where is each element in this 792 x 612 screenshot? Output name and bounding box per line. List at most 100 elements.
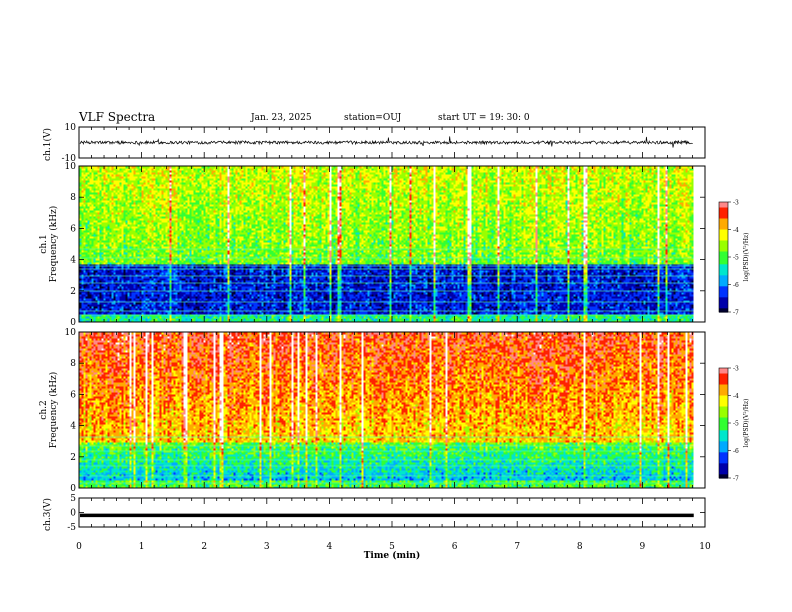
colorbar-cell [719, 240, 728, 243]
colorbar-cell [719, 260, 728, 264]
colorbar-cell [719, 459, 728, 463]
ch1-y-axis-label: ch.1Frequency (kHz) [39, 206, 59, 283]
colorbar-label: log(PSD)(V²/Hz) [743, 233, 750, 282]
colorbar-cell [719, 435, 728, 439]
y-tick-label: 2 [70, 287, 76, 297]
x-tick-label: 8 [577, 542, 583, 552]
colorbar-cell [719, 476, 728, 479]
colorbar-cell [719, 406, 728, 409]
colorbar-cell [719, 290, 728, 293]
colorbar-cell [719, 386, 728, 389]
colorbar-cell [719, 301, 728, 304]
colorbar-cell [719, 461, 728, 464]
colorbar-cell [719, 293, 728, 297]
colorbar-cell [719, 413, 728, 417]
colorbar-cell [719, 284, 728, 287]
colorbar-cell [719, 430, 728, 433]
x-tick-label: 3 [264, 542, 270, 552]
colorbar-cell [719, 424, 728, 428]
panel-2: 0 2 4 6 8 10 [65, 162, 706, 328]
colorbar-cell [719, 426, 728, 430]
colorbar-cell [719, 244, 728, 247]
colorbar-cell [719, 421, 728, 424]
colorbar-cell [719, 282, 728, 286]
colorbar-cell [719, 470, 728, 474]
x-tick-label: 10 [699, 542, 711, 552]
ch1-spectrogram-image [79, 166, 694, 322]
y-tick-label: 8 [70, 193, 76, 203]
y-tick-label: 4 [70, 256, 76, 266]
colorbar-cell [719, 306, 728, 309]
colorbar-cell [719, 233, 728, 236]
colorbar-cell [719, 269, 728, 273]
colorbar-cell [719, 304, 728, 308]
colorbar-cell [719, 227, 728, 231]
y-tick-label: 0 [70, 509, 76, 519]
colorbar-cell [719, 468, 728, 472]
colorbar-cell [719, 402, 728, 406]
colorbar-cell [719, 454, 728, 457]
colorbar: -3 -4 -5 -6 -7 log(PSD)(V²/Hz) [718, 366, 750, 483]
colorbar-tick-label: -4 [733, 227, 739, 234]
colorbar-cell [719, 445, 728, 448]
colorbar-cell [719, 417, 728, 420]
colorbar-cell [719, 214, 728, 218]
colorbar-cell [719, 236, 728, 240]
colorbar-cell [719, 266, 728, 269]
x-tick-label: 0 [76, 542, 82, 552]
colorbar-cell [719, 465, 728, 468]
x-axis-label: Time (min) [364, 550, 421, 561]
colorbar-cell [719, 463, 728, 466]
colorbar-cell [719, 379, 728, 382]
colorbar-cell [719, 277, 728, 280]
colorbar-cell [719, 474, 728, 477]
panel-3: 0 2 4 6 8 10 [65, 328, 706, 494]
y-tick-label: 10 [65, 162, 77, 172]
colorbar-cell [719, 408, 728, 411]
header-start-time: start UT = 19: 30: 0 [438, 113, 530, 123]
y-tick-label: 6 [70, 224, 76, 234]
colorbar-tick-label: -4 [733, 393, 739, 400]
colorbar-cell [719, 439, 728, 442]
colorbar-tick-label: -5 [733, 421, 739, 428]
colorbar-cell [719, 253, 728, 256]
y-tick-label: 5 [70, 494, 76, 504]
colorbar-cell [719, 443, 728, 446]
colorbar-cell [719, 218, 728, 221]
colorbar-cell [719, 401, 728, 404]
colorbar-cell [719, 399, 728, 402]
colorbar-cell [719, 390, 728, 393]
colorbar-cell [719, 375, 728, 378]
x-tick-label: 4 [327, 542, 333, 552]
colorbar-cell [719, 224, 728, 227]
colorbar-cell [719, 391, 728, 395]
y-tick-label: 8 [70, 359, 76, 369]
colorbar-cell [719, 202, 728, 205]
colorbar-cell [719, 456, 728, 459]
colorbar-cell [719, 382, 728, 386]
colorbar-cell [719, 423, 728, 426]
panel-1: 10 -10 [62, 123, 706, 164]
colorbar-label: log(PSD)(V²/Hz) [743, 399, 750, 448]
y-tick-label: 10 [65, 123, 77, 133]
colorbar-cell [719, 397, 728, 400]
colorbar-cell [719, 434, 728, 437]
colorbar-tick-label: -7 [733, 310, 739, 317]
colorbar-cell [719, 235, 728, 238]
colorbar-cell [719, 238, 728, 242]
colorbar-tick-label: -3 [733, 366, 739, 373]
colorbar-cell [719, 295, 728, 298]
colorbar-cell [719, 288, 728, 291]
x-tick-label: 6 [452, 542, 458, 552]
colorbar-cell [719, 412, 728, 415]
x-tick-label: 5 [389, 542, 395, 552]
header-title: VLF Spectra [79, 110, 156, 124]
x-tick-label: 2 [201, 542, 207, 552]
y-tick-label: 6 [70, 390, 76, 400]
ch2-spectrogram-image [79, 332, 694, 488]
colorbar-cell [719, 262, 728, 265]
panel-4: 5 0 -5 [67, 494, 706, 533]
colorbar-cell [719, 213, 728, 216]
colorbar-cell [719, 257, 728, 260]
